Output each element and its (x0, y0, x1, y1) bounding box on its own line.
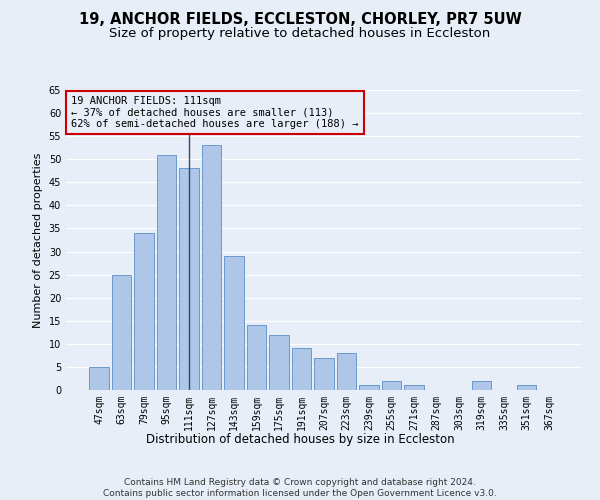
Text: 19 ANCHOR FIELDS: 111sqm
← 37% of detached houses are smaller (113)
62% of semi-: 19 ANCHOR FIELDS: 111sqm ← 37% of detach… (71, 96, 359, 129)
Bar (337, 353, 356, 390)
Bar (247, 326, 266, 390)
Bar (224, 256, 244, 390)
Text: Contains HM Land Registry data © Crown copyright and database right 2024.
Contai: Contains HM Land Registry data © Crown c… (103, 478, 497, 498)
Bar (382, 381, 401, 390)
Bar (472, 381, 491, 390)
Y-axis label: Number of detached properties: Number of detached properties (33, 152, 43, 328)
Bar (157, 154, 176, 390)
Bar (89, 367, 109, 390)
Bar (112, 274, 131, 390)
Text: Distribution of detached houses by size in Eccleston: Distribution of detached houses by size … (146, 432, 454, 446)
Text: Size of property relative to detached houses in Eccleston: Size of property relative to detached ho… (109, 28, 491, 40)
Bar (314, 358, 334, 390)
Bar (134, 233, 154, 390)
Bar (269, 334, 289, 390)
Bar (517, 386, 536, 390)
Bar (359, 386, 379, 390)
Text: 19, ANCHOR FIELDS, ECCLESTON, CHORLEY, PR7 5UW: 19, ANCHOR FIELDS, ECCLESTON, CHORLEY, P… (79, 12, 521, 28)
Bar (179, 168, 199, 390)
Bar (292, 348, 311, 390)
Bar (404, 386, 424, 390)
Bar (202, 146, 221, 390)
